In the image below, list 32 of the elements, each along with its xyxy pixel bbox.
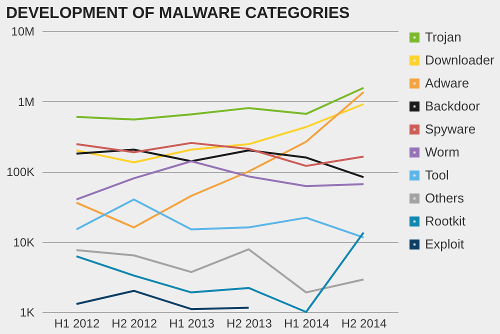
x-tick-label: H2 2014	[341, 316, 388, 330]
line-series	[75, 142, 365, 167]
legend-label: Spyware	[425, 122, 476, 136]
y-tick-label: 1K	[20, 306, 34, 320]
legend-label: Backdoor	[425, 98, 481, 114]
legend-label: Trojan	[425, 30, 462, 44]
y-tick-label: 10K	[13, 235, 34, 250]
x-tick-label: H2 2012	[112, 316, 158, 330]
x-tick-label: H1 2013	[169, 316, 215, 330]
line-series	[75, 148, 365, 178]
chart-title: DEVELOPMENT OF MALWARE CATEGORIES	[6, 5, 350, 22]
line-series	[75, 248, 365, 294]
legend-label: Adware	[425, 76, 470, 90]
legend-label: Worm	[425, 144, 460, 160]
line-series	[75, 91, 365, 228]
legend-label: Tool	[425, 168, 449, 182]
legend-label: Rootkit	[425, 214, 466, 228]
legend-label: Exploit	[425, 236, 464, 252]
line-series	[75, 103, 365, 164]
legend-label: Downloader	[425, 52, 496, 68]
y-tick-label: 100K	[6, 165, 34, 179]
line-series	[75, 86, 365, 120]
line-series	[75, 290, 250, 310]
line-series	[75, 160, 365, 200]
x-tick-label: H1 2014	[284, 316, 330, 330]
y-tick-label: 10M	[11, 24, 35, 38]
legend-label: Others	[425, 190, 465, 206]
x-tick-label: H1 2012	[54, 316, 100, 330]
x-tick-label: H2 2013	[226, 316, 272, 330]
y-tick-label: 1M	[18, 94, 34, 109]
line-series	[75, 232, 365, 313]
line-series	[75, 198, 365, 238]
